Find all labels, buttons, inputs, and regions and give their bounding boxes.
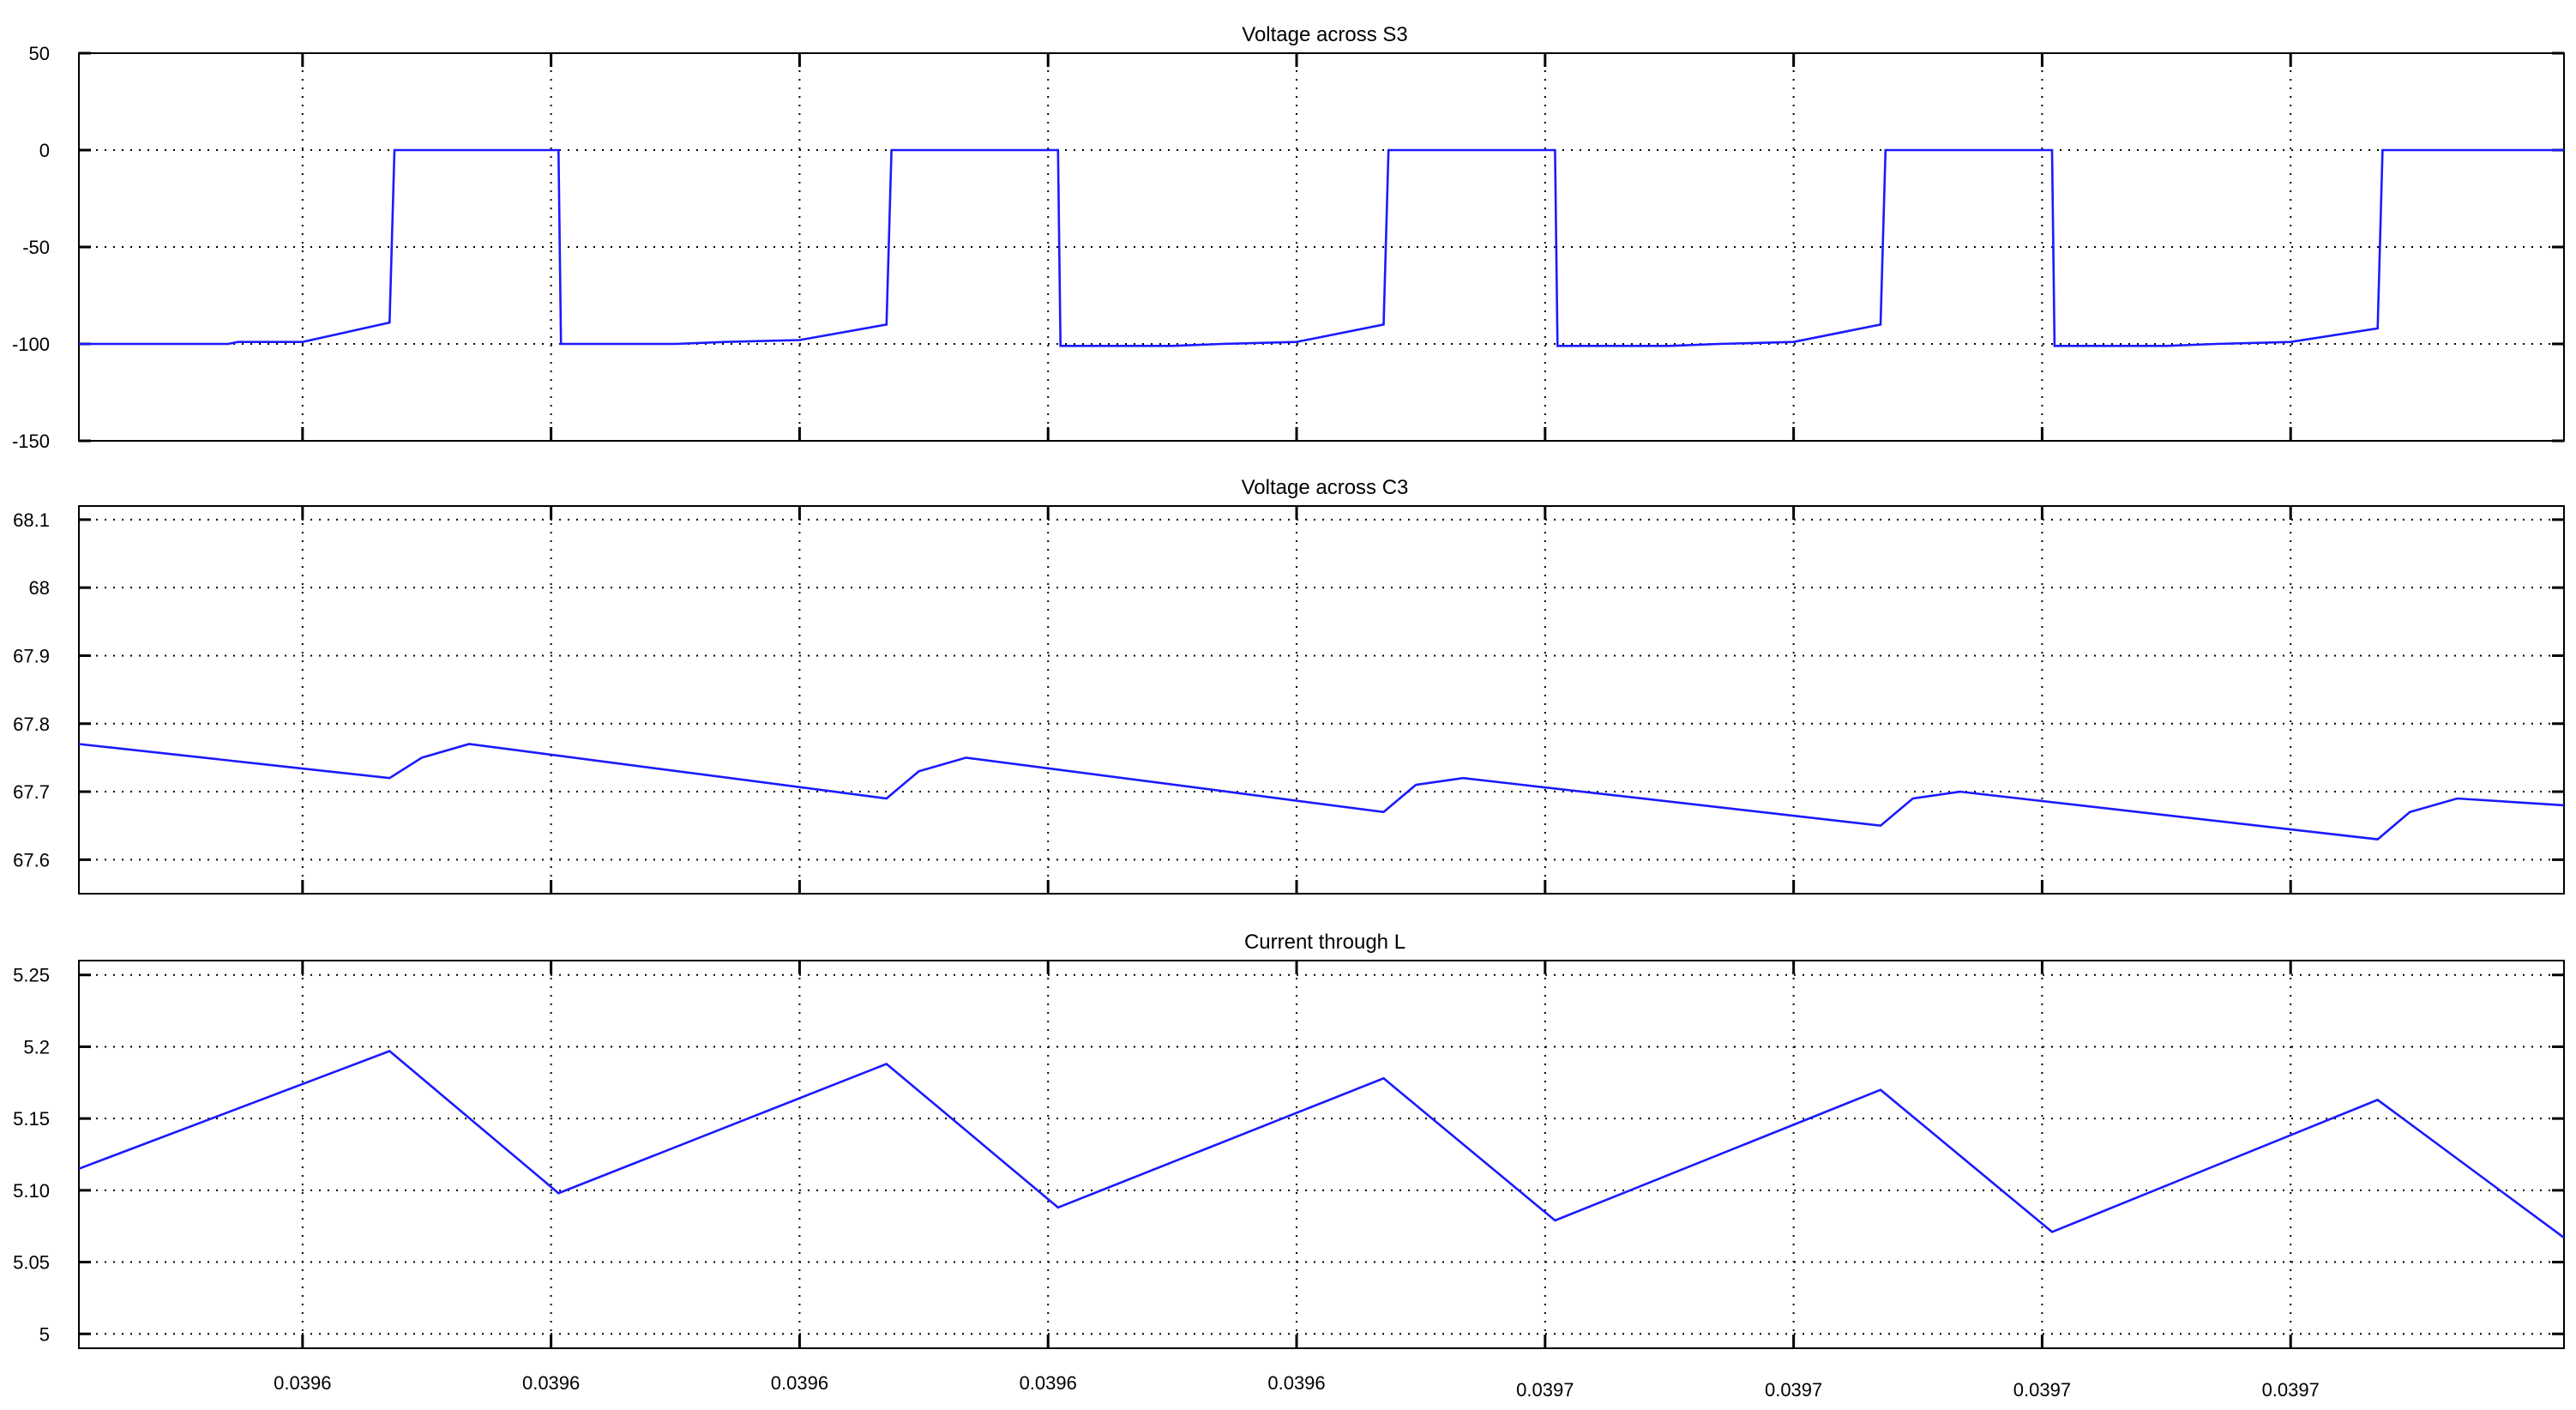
y-tick-label: 67.6 bbox=[13, 849, 50, 871]
y-tick-label: 5 bbox=[39, 1323, 50, 1345]
panel-voltage-across-c3: Voltage across C3 68.1 68 67.9 67.8 67.7 67.6 bbox=[13, 476, 2565, 895]
panel-voltage-across-s3: Voltage across S3 50 0 -50 -100 -150 bbox=[12, 23, 2565, 452]
x-tick-label: 0.0397 bbox=[1516, 1379, 1574, 1401]
x-tick-label: 0.0396 bbox=[1267, 1372, 1325, 1394]
y-tick-label: 67.9 bbox=[13, 645, 50, 666]
x-tick-label: 0.0396 bbox=[274, 1372, 331, 1394]
plot-area bbox=[78, 52, 2565, 442]
y-tick-label: 5.2 bbox=[23, 1036, 50, 1058]
x-tick-label: 0.0397 bbox=[2013, 1379, 2071, 1401]
x-tick-label: 0.0396 bbox=[522, 1372, 580, 1394]
y-tick-label: 67.8 bbox=[13, 714, 50, 735]
plot-area bbox=[78, 505, 2565, 895]
chart-title: Voltage across S3 bbox=[1242, 23, 1407, 46]
y-tick-label: 5.05 bbox=[13, 1252, 50, 1274]
series-line bbox=[78, 1050, 2565, 1239]
panel-current-through-l: Current through L 5.25 5.2 5.15 5.10 5.05 5 0.0… bbox=[13, 931, 2565, 1401]
y-tick-label: 68 bbox=[29, 577, 50, 599]
chart-title: Voltage across C3 bbox=[1242, 476, 1409, 499]
y-tick-label: 68.1 bbox=[13, 509, 50, 531]
series-line bbox=[79, 148, 2564, 347]
y-tick-label: 50 bbox=[29, 43, 50, 64]
y-tick-label: -100 bbox=[12, 334, 50, 355]
plot-area bbox=[78, 960, 2565, 1349]
y-tick-label: 5.10 bbox=[13, 1180, 50, 1202]
chart-title: Current through L bbox=[1244, 931, 1405, 954]
series-line bbox=[78, 743, 2565, 841]
y-tick-label: 67.7 bbox=[13, 781, 50, 803]
y-tick-label: 5.25 bbox=[13, 965, 50, 986]
y-tick-label: 5.15 bbox=[13, 1108, 50, 1130]
y-tick-label: -150 bbox=[12, 431, 50, 452]
x-tick-label: 0.0397 bbox=[2262, 1379, 2320, 1401]
x-tick-label: 0.0397 bbox=[1765, 1379, 1822, 1401]
x-tick-label: 0.0396 bbox=[1020, 1372, 1077, 1394]
x-tick-label: 0.0396 bbox=[771, 1372, 828, 1394]
y-tick-label: -50 bbox=[22, 237, 50, 258]
y-tick-label: 0 bbox=[39, 140, 50, 161]
